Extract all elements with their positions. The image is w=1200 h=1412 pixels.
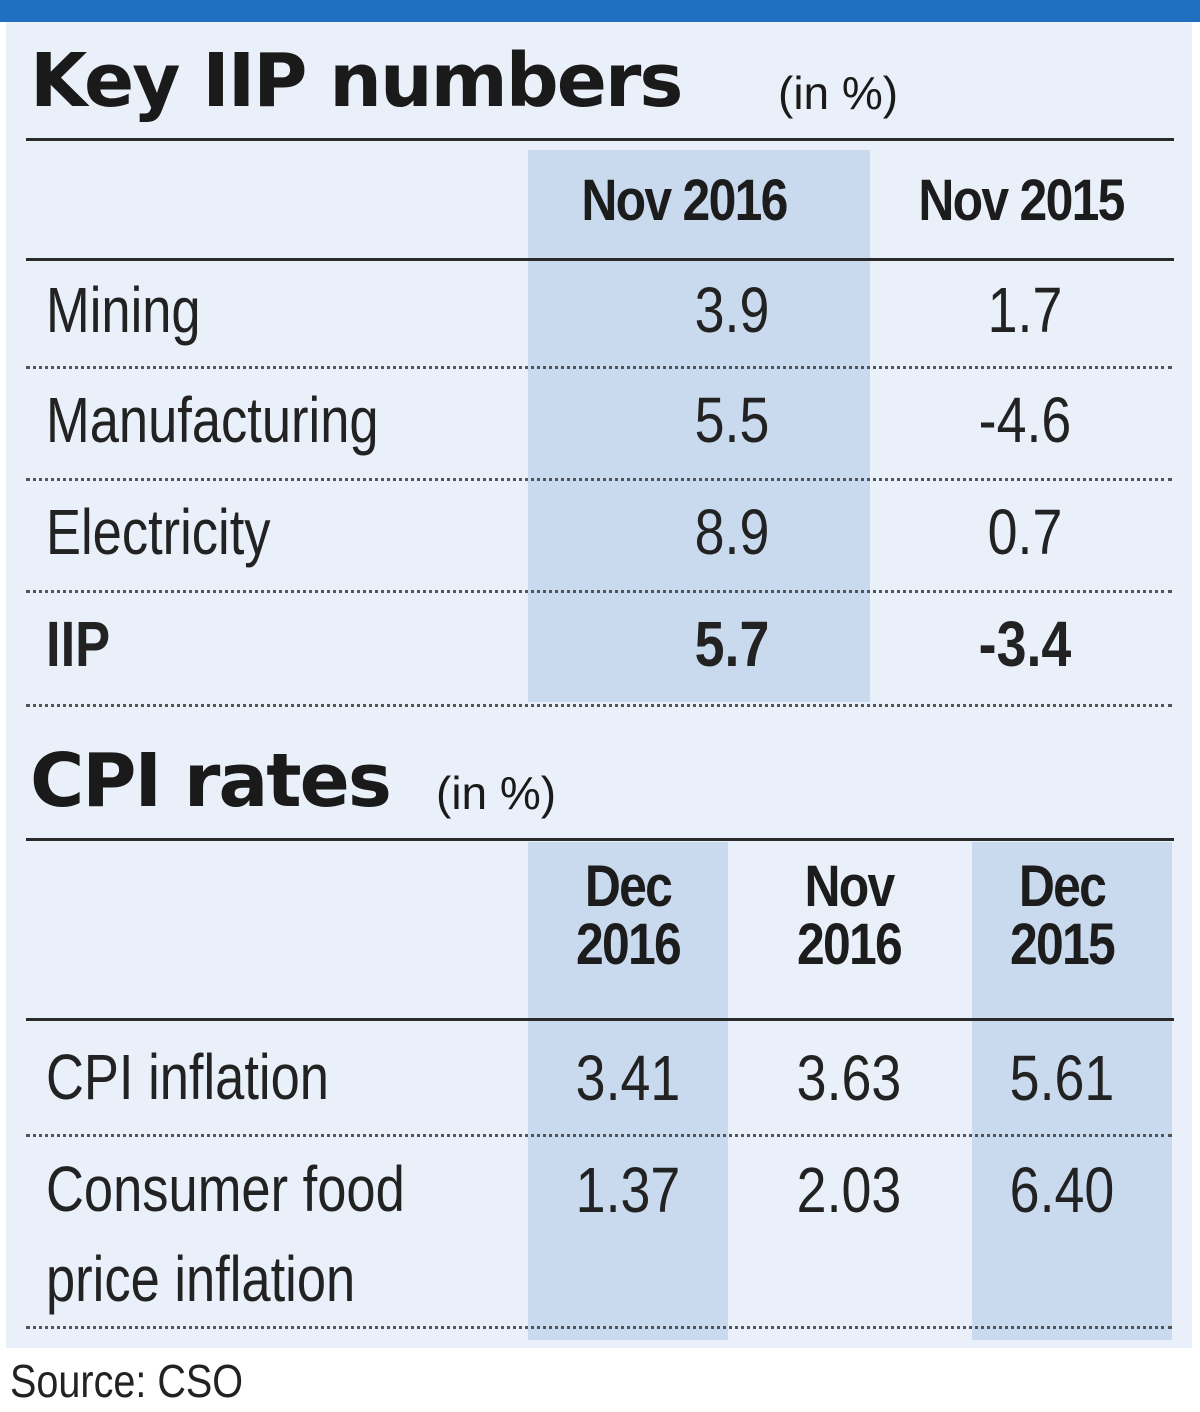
iip-row-divider	[26, 366, 1172, 369]
top-accent-bar	[0, 0, 1200, 22]
iip-cell: 5.5	[694, 384, 770, 456]
cpi-cell: 3.63	[796, 1042, 902, 1114]
iip-top-rule	[26, 138, 1174, 141]
iip-row-divider	[26, 478, 1172, 481]
cpi-col-header-2: Nov 2016	[759, 858, 940, 974]
iip-row-divider	[26, 590, 1172, 593]
iip-highlight-column	[528, 150, 870, 702]
cpi-col-header-1: Dec 2016	[542, 858, 714, 974]
cpi-row-label-line: CPI inflation	[46, 1041, 329, 1113]
iip-title: Key IIP numbers	[30, 38, 683, 124]
cpi-col-header-line: 2016	[575, 912, 682, 977]
cpi-cell: 1.37	[575, 1154, 681, 1226]
iip-header-rule	[26, 258, 1174, 261]
cpi-cell: 5.61	[1009, 1042, 1115, 1114]
iip-cell: 5.7	[694, 608, 770, 680]
iip-cell: 8.9	[694, 496, 770, 568]
cpi-col-header-3: Dec 2015	[985, 858, 1140, 974]
iip-row-divider	[26, 704, 1172, 707]
iip-row-label: Electricity	[46, 496, 271, 568]
iip-col-header-1: Nov 2016	[581, 168, 788, 233]
cpi-cell: 2.03	[796, 1154, 902, 1226]
iip-cell: 3.9	[694, 274, 770, 346]
cpi-row-label-line: Consumer food	[46, 1153, 405, 1225]
cpi-col-header-line: Dec	[1018, 854, 1107, 919]
iip-unit: (in %)	[778, 67, 899, 119]
cpi-row-divider	[26, 1326, 1172, 1329]
iip-cell: -4.6	[978, 384, 1072, 456]
cpi-highlight-column-1	[528, 842, 728, 1340]
cpi-col-header-line: Nov	[804, 854, 895, 919]
cpi-col-header-line: 2015	[1009, 912, 1116, 977]
cpi-top-rule	[26, 838, 1174, 841]
iip-cell: 0.7	[987, 496, 1063, 568]
cpi-title: CPI rates	[30, 738, 392, 824]
iip-row-label: Mining	[46, 274, 201, 346]
cpi-row-label: Consumer food price inflation	[46, 1144, 405, 1324]
iip-cell: -3.4	[978, 608, 1072, 680]
cpi-col-header-line: Dec	[584, 854, 673, 919]
iip-row-label: IIP	[46, 608, 111, 680]
cpi-row-label-line: price inflation	[46, 1243, 356, 1315]
cpi-highlight-column-3	[972, 842, 1172, 1340]
cpi-col-header-line: 2016	[796, 912, 903, 977]
cpi-row-label: CPI inflation	[46, 1032, 329, 1122]
iip-row-label: Manufacturing	[46, 384, 379, 456]
cpi-cell: 6.40	[1009, 1154, 1115, 1226]
cpi-cell: 3.41	[575, 1042, 681, 1114]
cpi-row-divider	[26, 1134, 1172, 1137]
iip-cell: 1.7	[987, 274, 1063, 346]
source-note: Source: CSO	[10, 1355, 244, 1407]
cpi-header-rule	[26, 1018, 1174, 1021]
iip-col-header-2: Nov 2015	[918, 168, 1125, 233]
cpi-unit: (in %)	[436, 767, 557, 819]
